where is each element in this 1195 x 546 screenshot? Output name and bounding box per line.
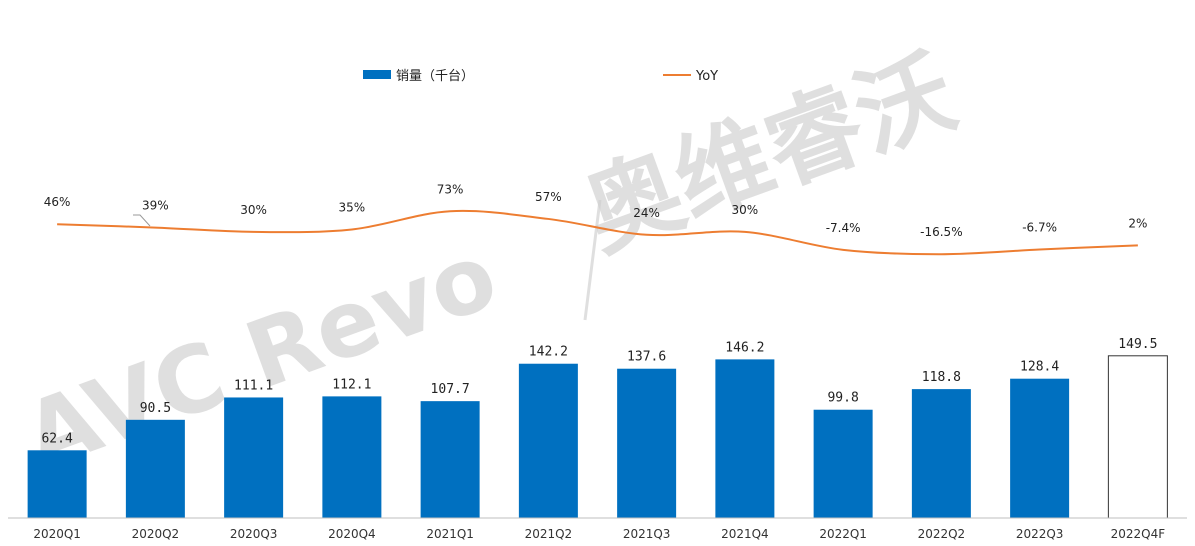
yoy-label-2020Q1: 46% <box>44 195 71 209</box>
bar-2020Q1 <box>27 450 87 518</box>
bar-label-2021Q4: 146.2 <box>725 340 764 355</box>
bar-label-2021Q1: 107.7 <box>431 382 470 397</box>
bar-2022Q1 <box>813 409 873 518</box>
x-tick-2021Q2: 2021Q2 <box>525 527 573 541</box>
yoy-label-2022Q1: -7.4% <box>826 221 861 235</box>
legend-bar-swatch <box>363 70 391 79</box>
yoy-label-2020Q3: 30% <box>240 203 267 217</box>
bar-2020Q4 <box>322 396 382 518</box>
bar-label-2020Q1: 62.4 <box>41 431 72 446</box>
yoy-label-2022Q4F: 2% <box>1128 216 1147 230</box>
x-tick-2021Q1: 2021Q1 <box>426 527 474 541</box>
bar-series <box>27 355 1168 519</box>
x-tick-2020Q2: 2020Q2 <box>132 527 180 541</box>
bar-2020Q2 <box>125 419 185 518</box>
legend-line-label: YoY <box>695 69 718 84</box>
legend-bar-label: 销量（千台） <box>396 69 474 84</box>
yoy-label-leader <box>133 214 151 227</box>
bar-label-2021Q3: 137.6 <box>627 350 666 365</box>
watermark-divider <box>583 199 602 321</box>
x-tick-2021Q3: 2021Q3 <box>623 527 671 541</box>
yoy-label-2022Q2: -16.5% <box>920 225 962 239</box>
bar-2021Q4 <box>715 359 775 518</box>
bar-label-2022Q1: 99.8 <box>827 391 858 406</box>
bar-value-labels: 62.4 90.5 111.1 112.1 107.7 142.2 137.6 146.2 99… <box>41 337 1157 446</box>
x-tick-2022Q3: 2022Q3 <box>1016 527 1064 541</box>
bar-2020Q3 <box>224 397 284 518</box>
yoy-label-2021Q4: 30% <box>732 203 759 217</box>
bar-label-2020Q3: 111.1 <box>234 378 273 393</box>
bar-2021Q2 <box>518 363 578 518</box>
yoy-label-2021Q3: 24% <box>633 206 660 220</box>
bar-2021Q3 <box>617 368 677 518</box>
x-tick-2021Q4: 2021Q4 <box>721 527 769 541</box>
bar-2022Q3 <box>1010 378 1070 518</box>
yoy-series <box>57 209 1138 256</box>
x-tick-2020Q1: 2020Q1 <box>33 527 81 541</box>
legend: 销量（千台） YoY <box>363 69 718 84</box>
bar-2022Q2 <box>911 389 971 518</box>
bar-2022Q4F <box>1107 355 1168 519</box>
yoy-label-2021Q1: 73% <box>437 182 464 196</box>
bar-label-2022Q3: 128.4 <box>1020 360 1059 375</box>
bar-label-2022Q4F: 149.5 <box>1118 337 1157 352</box>
yoy-label-2020Q4: 35% <box>339 201 366 215</box>
bar-2021Q1 <box>420 401 480 518</box>
yoy-label-2022Q3: -6.7% <box>1022 221 1057 235</box>
x-axis-ticks: 2020Q1 2020Q2 2020Q3 2020Q4 2021Q1 2021Q2 2021… <box>33 527 1165 541</box>
yoy-label-2020Q2: 39% <box>142 199 169 213</box>
bar-label-2020Q4: 112.1 <box>332 377 371 392</box>
yoy-line <box>57 209 1138 256</box>
x-tick-2020Q4: 2020Q4 <box>328 527 376 541</box>
x-tick-2022Q2: 2022Q2 <box>918 527 966 541</box>
x-tick-2022Q4F: 2022Q4F <box>1111 527 1166 541</box>
yoy-label-2021Q2: 57% <box>535 190 562 204</box>
x-tick-2022Q1: 2022Q1 <box>819 527 867 541</box>
bar-label-2021Q2: 142.2 <box>529 345 568 360</box>
yoy-value-labels: 46% 39% 30% 35% 73% 57% 24% 30% -7.4% -16.5% -6.7%… <box>44 182 1148 239</box>
bar-label-2022Q2: 118.8 <box>922 370 961 385</box>
bar-label-2020Q2: 90.5 <box>140 401 171 416</box>
x-tick-2020Q3: 2020Q3 <box>230 527 278 541</box>
